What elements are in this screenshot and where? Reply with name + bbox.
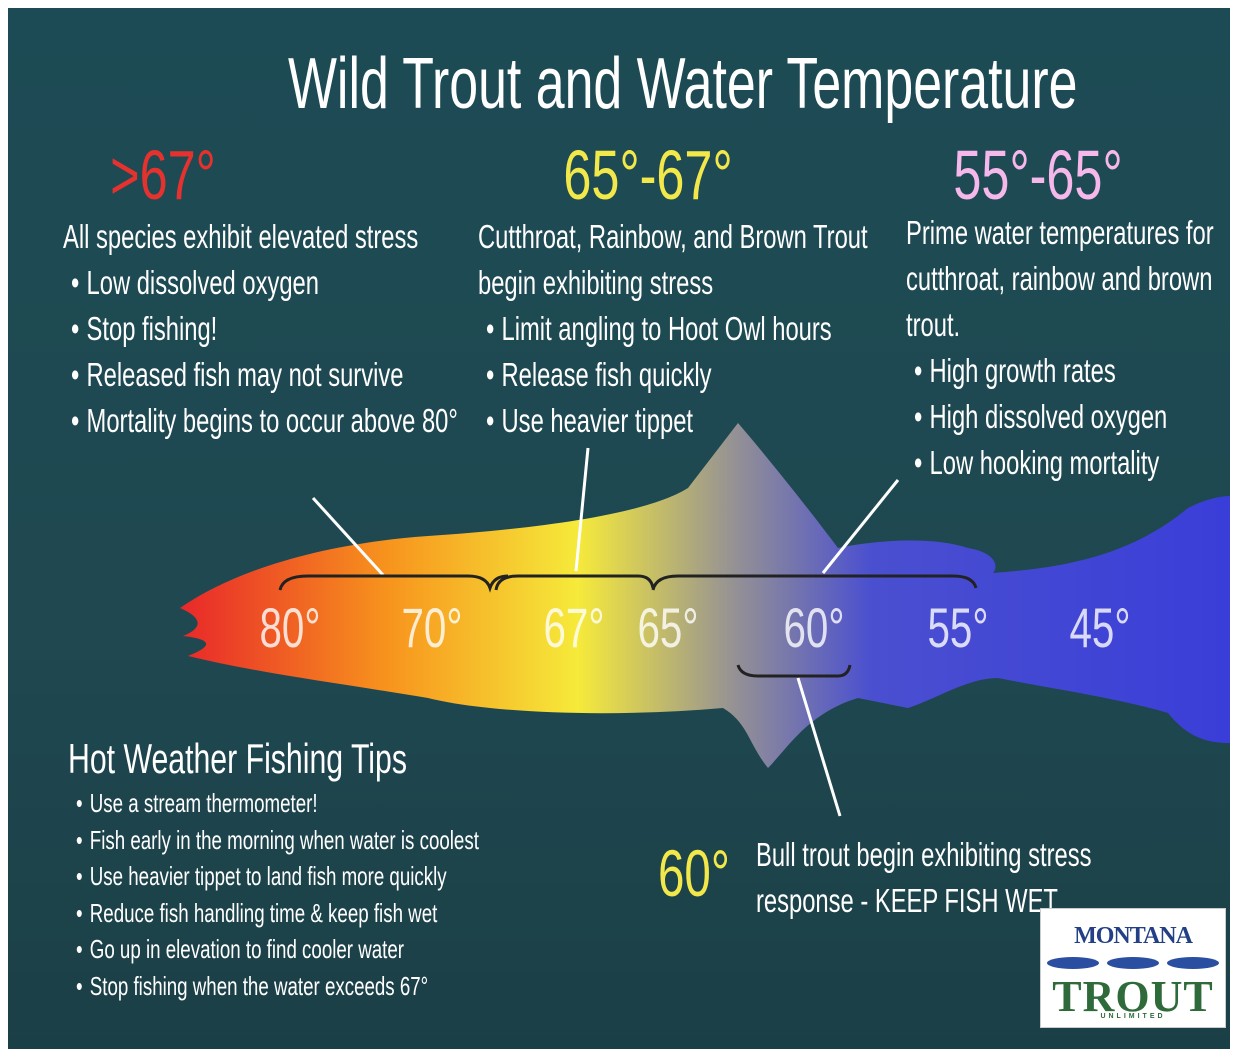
- zone-description: cutthroat, rainbow and brown: [906, 262, 1212, 295]
- bull-text: response - KEEP FISH WET: [756, 884, 1058, 917]
- tip-item: Stop fishing when the water exceeds 67°: [76, 973, 428, 999]
- infographic: Wild Trout and Water Temperature >67°All…: [8, 8, 1230, 1049]
- zone-description: All species exhibit elevated stress: [63, 220, 418, 253]
- zone-range: 55°-65°: [678, 140, 1230, 210]
- zone-bullet: Mortality begins to occur above 80°: [71, 404, 458, 437]
- zone-bullet: Low dissolved oxygen: [71, 266, 319, 299]
- bull-temp: 60°: [658, 840, 730, 906]
- bull-text: Bull trout begin exhibiting stress: [756, 838, 1091, 871]
- logo-line3: UNLIMITED: [1041, 1013, 1225, 1020]
- tip-item: Fish early in the morning when water is …: [76, 827, 479, 853]
- tips-title: Hot Weather Fishing Tips: [68, 738, 407, 780]
- zone-bullet: Low hooking mortality: [914, 446, 1159, 479]
- zone-bullet: High growth rates: [914, 354, 1116, 387]
- logo: MONTANA TROUT UNLIMITED: [1040, 908, 1226, 1028]
- zone-description: begin exhibiting stress: [478, 266, 713, 299]
- zone-bullet: Release fish quickly: [486, 358, 712, 391]
- zone-bullet: Limit angling to Hoot Owl hours: [486, 312, 832, 345]
- zone-bullet: Stop fishing!: [71, 312, 217, 345]
- logo-line1: MONTANA: [1041, 923, 1225, 950]
- tip-item: Go up in elevation to find cooler water: [76, 936, 404, 962]
- zone-bullet: High dissolved oxygen: [914, 400, 1167, 433]
- zone-description: Cutthroat, Rainbow, and Brown Trout: [478, 220, 868, 253]
- zone-bullet: Use heavier tippet: [486, 404, 693, 437]
- zone-bullet: Released fish may not survive: [71, 358, 403, 391]
- title: Wild Trout and Water Temperature: [288, 48, 1008, 120]
- zone-description: trout.: [906, 308, 960, 341]
- tip-item: Use a stream thermometer!: [76, 790, 318, 816]
- tip-item: Reduce fish handling time & keep fish we…: [76, 900, 437, 926]
- logo-fish: [1041, 953, 1225, 973]
- zone-description: Prime water temperatures for: [906, 216, 1214, 249]
- tip-item: Use heavier tippet to land fish more qui…: [76, 863, 447, 889]
- scale-label: 45°: [740, 600, 1230, 656]
